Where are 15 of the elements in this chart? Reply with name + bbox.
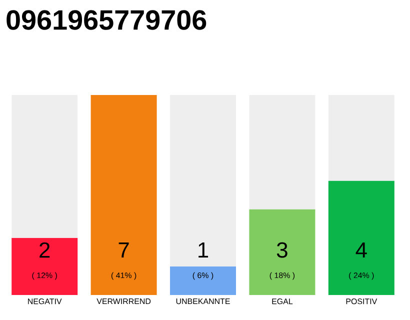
- bar: [90, 95, 157, 295]
- bar: [12, 238, 78, 295]
- bar: [170, 266, 236, 295]
- data-label: 4: [356, 242, 367, 258]
- data-label: 1: [198, 242, 208, 258]
- bar: [249, 95, 316, 210]
- data-label: 2: [40, 242, 50, 258]
- chart-title: 0961965779706: [6, 10, 206, 30]
- data-label: 3: [276, 242, 288, 258]
- bar: [249, 209, 316, 295]
- data-label: 7: [118, 242, 129, 258]
- bar: [170, 95, 236, 266]
- bar: [328, 95, 394, 181]
- bar: [328, 180, 394, 295]
- bar: [12, 95, 78, 238]
